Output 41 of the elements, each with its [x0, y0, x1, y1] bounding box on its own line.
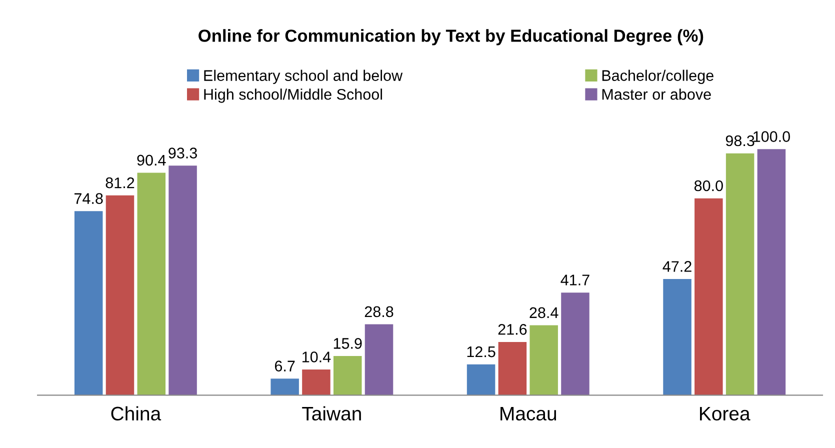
- x-tick-label: Macau: [500, 406, 556, 421]
- bar: [466, 364, 496, 396]
- data-label: 41.7: [560, 274, 590, 286]
- data-label: 93.3: [168, 148, 197, 158]
- bar: [561, 292, 590, 396]
- legend-label: Elementary school and below: [204, 70, 403, 84]
- bar: [364, 324, 394, 396]
- data-label: 74.8: [74, 193, 103, 204]
- bar: [270, 378, 299, 396]
- chart-title: Online for Communication by Text by Educational Degree (%): [198, 29, 704, 46]
- bar: [333, 356, 362, 396]
- data-label: 47.2: [662, 261, 692, 272]
- data-label: 81.2: [106, 177, 134, 188]
- bar: [106, 195, 134, 396]
- data-label: 98.3: [726, 135, 754, 146]
- legend-label: High school/Middle School: [204, 88, 382, 103]
- x-tick-label: China: [111, 406, 162, 421]
- data-label: 100.0: [754, 131, 790, 142]
- data-label: 21.6: [498, 324, 527, 335]
- legend-label: Bachelor/college: [602, 70, 714, 84]
- bar: [302, 370, 330, 396]
- bar: [137, 172, 166, 396]
- data-label: 6.7: [274, 360, 295, 372]
- bar: [530, 325, 558, 396]
- data-label: 28.4: [530, 307, 558, 318]
- bar: [74, 211, 103, 396]
- legend-label: Master or above: [602, 88, 711, 100]
- bar: [168, 166, 197, 396]
- bar: [726, 153, 754, 396]
- bar: [663, 279, 692, 396]
- data-label: 80.0: [694, 180, 723, 192]
- data-label: 15.9: [334, 338, 362, 349]
- data-label: 10.4: [302, 352, 331, 362]
- x-tick-label: Taiwan: [302, 406, 361, 421]
- data-label: 90.4: [137, 154, 166, 166]
- bar: [498, 342, 527, 396]
- data-label: 12.5: [467, 346, 496, 358]
- bar: [757, 149, 786, 396]
- bar: [694, 198, 723, 396]
- data-label: 28.8: [364, 306, 394, 318]
- x-tick-label: Korea: [700, 406, 750, 421]
